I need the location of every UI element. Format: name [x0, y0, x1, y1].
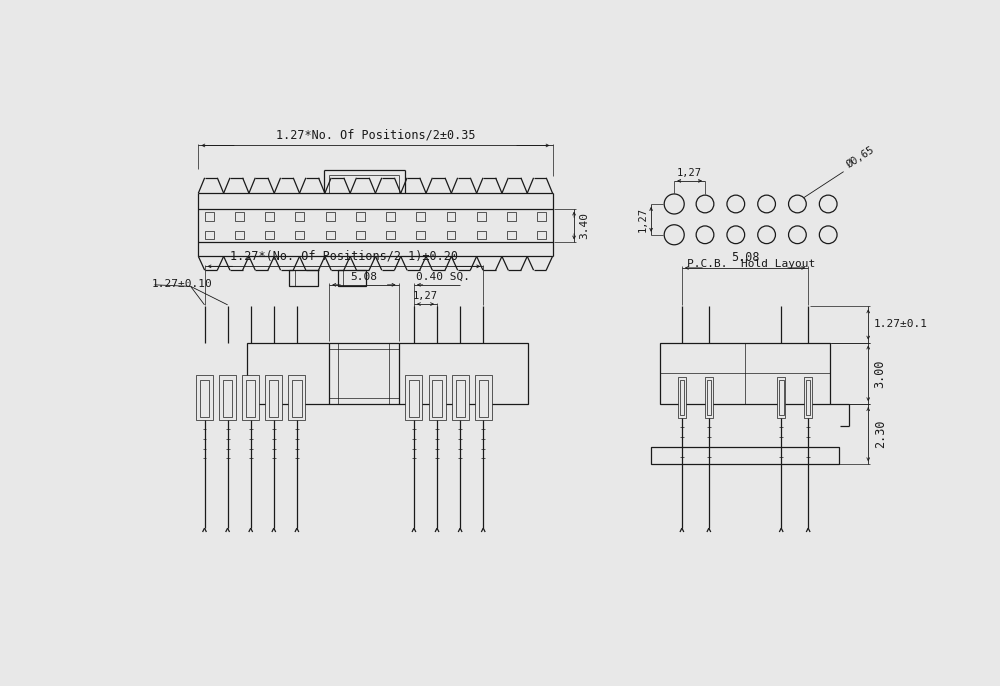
Bar [507, 230, 516, 239]
Bar [447, 212, 455, 220]
Bar [477, 230, 486, 239]
Bar [678, 377, 686, 418]
Bar [246, 379, 255, 416]
Bar [356, 212, 365, 220]
Bar [196, 375, 213, 420]
Bar [804, 377, 812, 418]
Text: 2.30: 2.30 [874, 420, 887, 449]
Bar [806, 380, 810, 415]
Text: 5.08: 5.08 [350, 272, 377, 282]
Bar [242, 375, 259, 420]
Bar [326, 212, 335, 220]
Text: 1.27±0.1: 1.27±0.1 [874, 320, 928, 329]
Text: Ø0,65: Ø0,65 [845, 145, 877, 170]
Bar [386, 212, 395, 220]
Bar [219, 375, 236, 420]
Bar [777, 377, 785, 418]
Text: 1.27*(No. Of Positions/2-1)±0.20: 1.27*(No. Of Positions/2-1)±0.20 [230, 250, 458, 263]
Text: 3.00: 3.00 [874, 359, 887, 388]
Bar [295, 212, 304, 220]
Bar [338, 270, 366, 285]
Bar [247, 342, 528, 404]
Bar [269, 379, 278, 416]
Text: 1.27*No. Of Positions/2±0.35: 1.27*No. Of Positions/2±0.35 [276, 128, 475, 141]
Bar [386, 230, 395, 239]
Text: 3.40: 3.40 [579, 212, 589, 239]
Bar [680, 380, 684, 415]
Bar [416, 212, 425, 220]
Bar [409, 379, 419, 416]
Text: 0.40 SQ.: 0.40 SQ. [416, 272, 470, 282]
Text: 1,27: 1,27 [677, 168, 702, 178]
Bar [452, 375, 469, 420]
Bar [705, 377, 713, 418]
Text: 1,27: 1,27 [413, 291, 438, 301]
Bar [456, 379, 465, 416]
Text: 1.27±0.10: 1.27±0.10 [152, 279, 213, 289]
Bar [356, 230, 365, 239]
Text: 5.08: 5.08 [731, 251, 759, 264]
Bar [405, 375, 422, 420]
Bar [477, 212, 486, 220]
Bar [288, 375, 305, 420]
Bar [295, 230, 304, 239]
Bar [200, 379, 209, 416]
Bar [265, 230, 274, 239]
Bar [660, 342, 830, 404]
Bar [779, 380, 784, 415]
Bar [265, 212, 274, 220]
Bar [223, 379, 232, 416]
Bar [289, 270, 318, 285]
Bar [235, 230, 244, 239]
Bar [707, 380, 711, 415]
Bar [205, 212, 214, 220]
Text: 1,27: 1,27 [637, 207, 647, 232]
Bar [651, 447, 839, 464]
Bar [265, 375, 282, 420]
Bar [447, 230, 455, 239]
Bar [479, 379, 488, 416]
Bar [326, 230, 335, 239]
Bar [292, 379, 302, 416]
Bar [507, 212, 516, 220]
Bar [475, 375, 492, 420]
Bar [432, 379, 442, 416]
Bar [537, 212, 546, 220]
Text: P.C.B.  Hold Layout: P.C.B. Hold Layout [687, 259, 815, 270]
Bar [205, 230, 214, 239]
Bar [235, 212, 244, 220]
Bar [416, 230, 425, 239]
Bar [537, 230, 546, 239]
Bar [429, 375, 446, 420]
